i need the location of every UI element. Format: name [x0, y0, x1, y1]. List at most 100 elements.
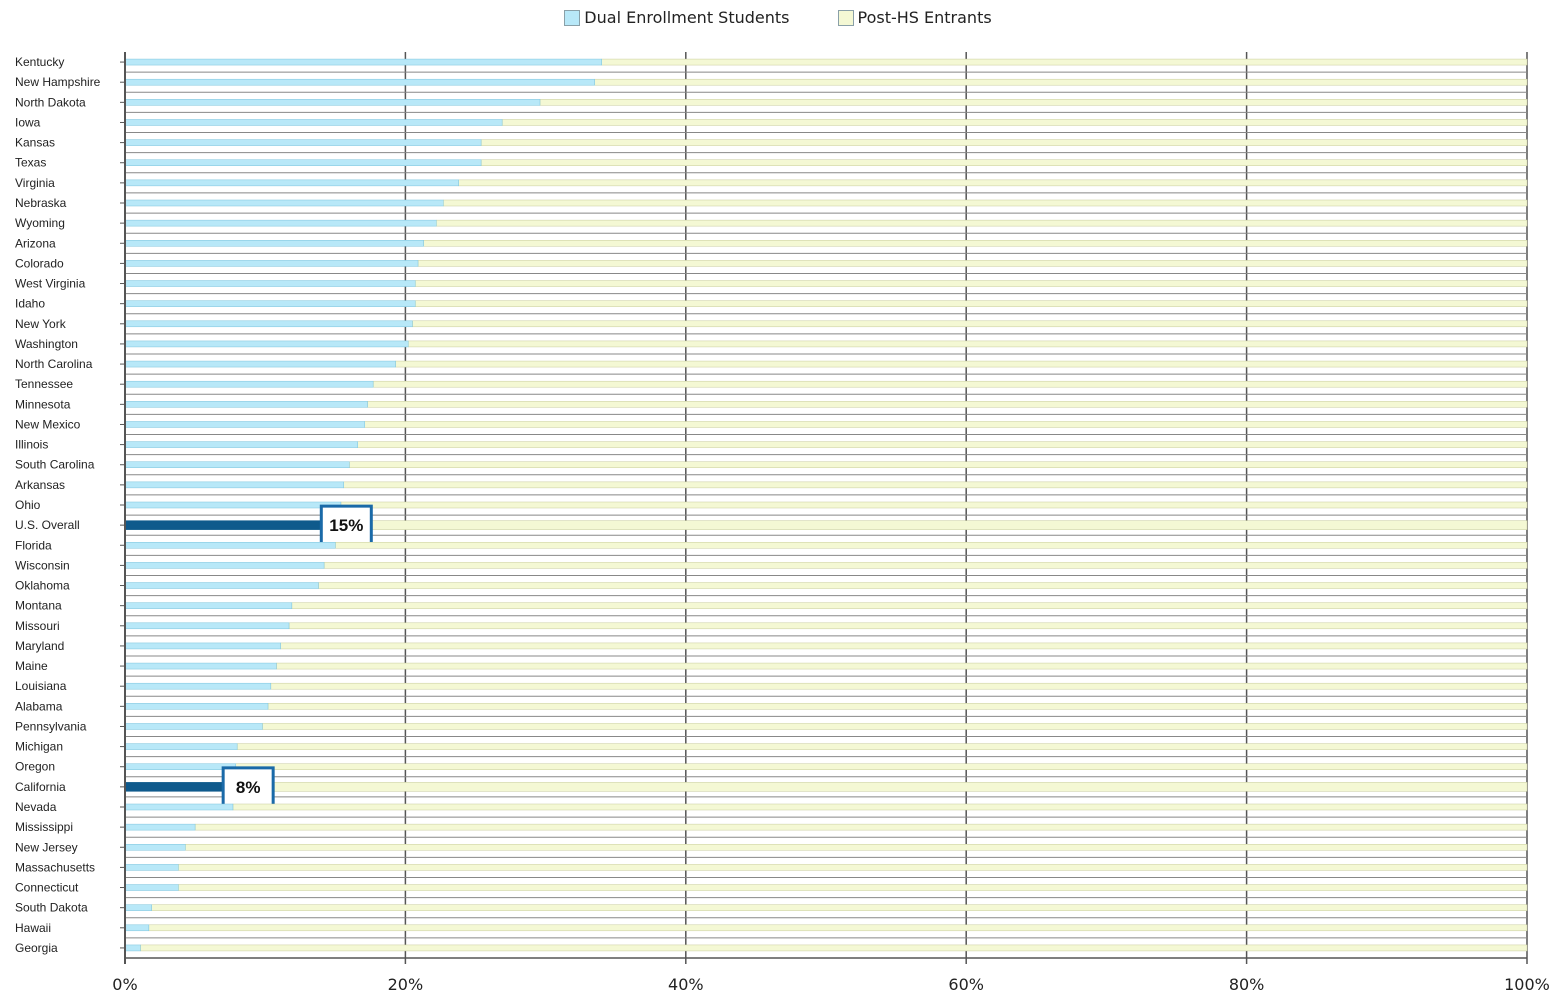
bar-dual-enrollment — [124, 743, 238, 750]
chart-legend: Dual Enrollment Students Post-HS Entrant… — [0, 8, 1556, 27]
bar-dual-enrollment — [124, 542, 336, 549]
bar-dual-enrollment — [124, 119, 503, 126]
y-category-label: West Virginia — [15, 277, 86, 291]
y-category-label: Maryland — [15, 639, 64, 653]
bar-post-hs — [270, 682, 1528, 690]
y-category-label: New Jersey — [15, 840, 78, 854]
bar-post-hs — [480, 159, 1528, 166]
bar-post-hs — [140, 944, 1528, 952]
bar-dual-enrollment — [124, 58, 602, 66]
bar-dual-enrollment — [124, 582, 319, 589]
bar-dual-enrollment — [124, 682, 272, 690]
bar-dual-enrollment — [124, 662, 277, 670]
y-category-label: Arizona — [15, 236, 56, 250]
y-category-label: Florida — [15, 538, 52, 552]
y-category-label: Maine — [15, 659, 48, 673]
y-category-label: Illinois — [15, 438, 48, 452]
bar-post-hs — [340, 501, 1528, 509]
bar-dual-enrollment — [124, 320, 413, 328]
y-category-label: Massachusetts — [15, 860, 95, 874]
bar-dual-enrollment — [124, 159, 482, 166]
legend-swatch-dual-enrollment — [564, 9, 581, 26]
legend-item-post-hs: Post-HS Entrants — [837, 8, 992, 27]
bar-post-hs — [480, 139, 1528, 146]
bar-post-hs — [367, 401, 1528, 408]
x-tick-label: 0% — [112, 975, 137, 994]
bar-dual-enrollment — [124, 864, 179, 871]
bar-dual-enrollment — [124, 763, 237, 770]
y-category-label: California — [15, 780, 66, 794]
bar-post-hs — [364, 421, 1528, 428]
bar-dual-enrollment — [124, 280, 416, 287]
bar-post-hs — [178, 884, 1528, 891]
data-label-box — [319, 504, 373, 546]
bar-dual-enrollment — [124, 260, 419, 267]
legend-swatch-post-hs — [837, 9, 854, 26]
bar-post-hs — [335, 542, 1528, 549]
bar-post-hs — [501, 119, 1528, 126]
y-category-label: Iowa — [15, 115, 41, 129]
bar-dual-enrollment — [124, 240, 424, 247]
y-category-label: Georgia — [15, 941, 58, 955]
y-category-label: New York — [15, 317, 67, 331]
bar-dual-enrollment — [124, 703, 269, 710]
bar-dual-enrollment — [124, 602, 293, 609]
bar-post-hs — [291, 602, 1528, 609]
bar-dual-enrollment — [124, 803, 234, 811]
bar-dual-enrollment — [124, 481, 344, 489]
y-category-label: Michigan — [15, 740, 63, 754]
y-category-label: New Mexico — [15, 417, 81, 431]
data-label: 15% — [329, 516, 363, 535]
legend-label-dual-enrollment: Dual Enrollment Students — [584, 8, 790, 27]
bar-post-hs — [458, 179, 1528, 187]
y-category-label: Montana — [15, 599, 62, 613]
y-category-label: Washington — [15, 337, 78, 351]
bar-dual-enrollment — [124, 884, 179, 891]
bar-post-hs — [423, 240, 1528, 247]
y-category-label: Hawaii — [15, 921, 51, 935]
bar-dual-enrollment — [124, 199, 444, 207]
y-category-label: Idaho — [15, 297, 45, 311]
y-category-label: Missouri — [15, 619, 60, 633]
x-tick-label: 80% — [1229, 975, 1265, 994]
bar-post-hs — [372, 380, 1528, 388]
bar-dual-enrollment — [124, 99, 541, 106]
bar-dual-enrollment — [124, 300, 416, 307]
bar-dual-enrollment — [124, 461, 350, 468]
bar-post-hs — [288, 622, 1528, 630]
y-category-label: Arkansas — [15, 478, 65, 492]
y-category-label: South Dakota — [15, 901, 88, 915]
bar-dual-enrollment — [124, 622, 290, 630]
y-category-label: Texas — [15, 156, 46, 170]
bar-dual-enrollment — [124, 401, 368, 408]
data-label: 8% — [236, 778, 261, 797]
bar-post-hs — [414, 280, 1528, 287]
y-category-label: Colorado — [15, 256, 64, 270]
bar-dual-enrollment — [124, 520, 336, 530]
y-category-label: Ohio — [15, 498, 41, 512]
bar-post-hs — [407, 340, 1528, 348]
y-category-label: Pennsylvania — [15, 719, 87, 733]
bar-post-hs — [443, 199, 1528, 207]
y-category-label: North Carolina — [15, 357, 93, 371]
bar-dual-enrollment — [124, 360, 396, 368]
y-category-label: Kansas — [15, 136, 55, 150]
bar-post-hs — [236, 782, 1528, 792]
bar-post-hs — [148, 924, 1528, 932]
bar-post-hs — [601, 58, 1528, 66]
bar-dual-enrollment — [124, 501, 342, 509]
bar-post-hs — [335, 520, 1528, 530]
y-category-label: Connecticut — [15, 881, 79, 895]
bar-post-hs — [262, 723, 1528, 730]
y-category-label: U.S. Overall — [15, 518, 80, 532]
bar-dual-enrollment — [124, 904, 152, 911]
bar-dual-enrollment — [124, 441, 358, 448]
bar-post-hs — [151, 904, 1528, 911]
bar-post-hs — [435, 219, 1528, 227]
bar-post-hs — [185, 844, 1528, 851]
bar-dual-enrollment — [124, 139, 482, 146]
bar-dual-enrollment — [124, 782, 238, 792]
y-category-label: Virginia — [15, 176, 55, 190]
y-category-label: Alabama — [15, 699, 63, 713]
